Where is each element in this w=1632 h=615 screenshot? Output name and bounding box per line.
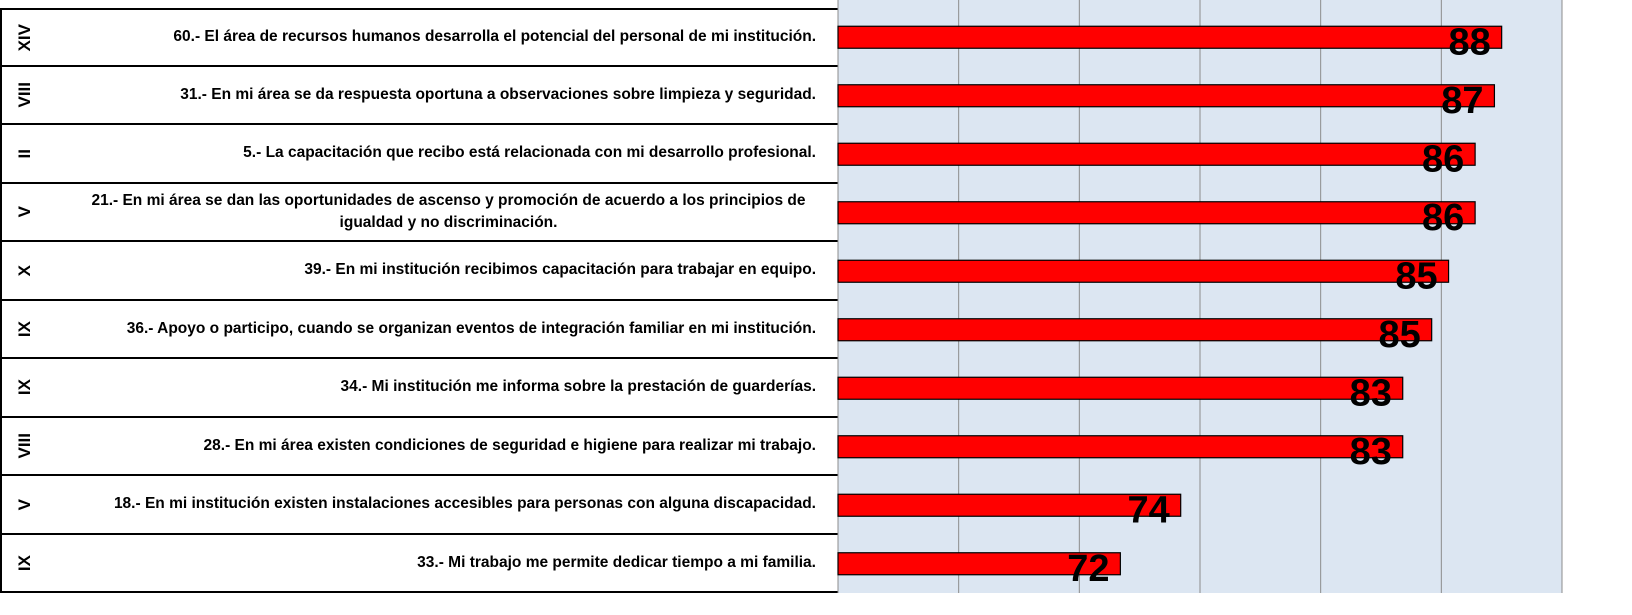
data-label: 85 bbox=[1395, 255, 1437, 297]
data-label: 74 bbox=[1128, 489, 1170, 531]
bar bbox=[837, 259, 1450, 283]
question-label: 18.- En mi institución existen instalaci… bbox=[113, 495, 816, 513]
question-label: 33.- Mi trabajo me permite dedicar tiemp… bbox=[417, 553, 816, 571]
bar bbox=[837, 201, 1476, 225]
table: XIV 60.- El área de recursos humanos desa… bbox=[0, 8, 840, 593]
data-label: 85 bbox=[1379, 314, 1421, 356]
question-cell: 21.- En mi área se dan las oportunidades… bbox=[47, 183, 840, 240]
bar bbox=[837, 552, 1121, 576]
bar bbox=[837, 318, 1433, 342]
bar bbox=[837, 25, 1503, 49]
data-label: 87 bbox=[1441, 80, 1483, 122]
question-label: 5.- La capacitación que recibo está rela… bbox=[243, 144, 816, 162]
question-label: 34.- Mi institución me informa sobre la … bbox=[340, 378, 816, 396]
table-row: V 21.- En mi área se dan las oportunidade… bbox=[2, 183, 840, 242]
question-label: 31.- En mi área se da respuesta oportuna… bbox=[180, 85, 816, 103]
bar bbox=[837, 493, 1182, 517]
bar bbox=[837, 376, 1404, 400]
question-label: 60.- El área de recursos humanos desarro… bbox=[173, 28, 816, 46]
bar bbox=[837, 142, 1476, 166]
data-label: 83 bbox=[1350, 431, 1392, 473]
data-label: 72 bbox=[1067, 548, 1109, 590]
data-label: 83 bbox=[1350, 372, 1392, 414]
data-label: 86 bbox=[1422, 197, 1464, 239]
bar bbox=[837, 84, 1496, 108]
question-label: 28.- En mi área existen condiciones de s… bbox=[203, 436, 816, 454]
data-label: 86 bbox=[1422, 138, 1464, 180]
data-label: 88 bbox=[1449, 21, 1491, 63]
question-label: 39.- En mi institución recibimos capacit… bbox=[304, 261, 816, 279]
question-label: 21.- En mi área se dan las oportunidades… bbox=[91, 191, 806, 231]
bar bbox=[837, 435, 1404, 459]
question-label: 36.- Apoyo o participo, cuando se organi… bbox=[126, 319, 816, 337]
